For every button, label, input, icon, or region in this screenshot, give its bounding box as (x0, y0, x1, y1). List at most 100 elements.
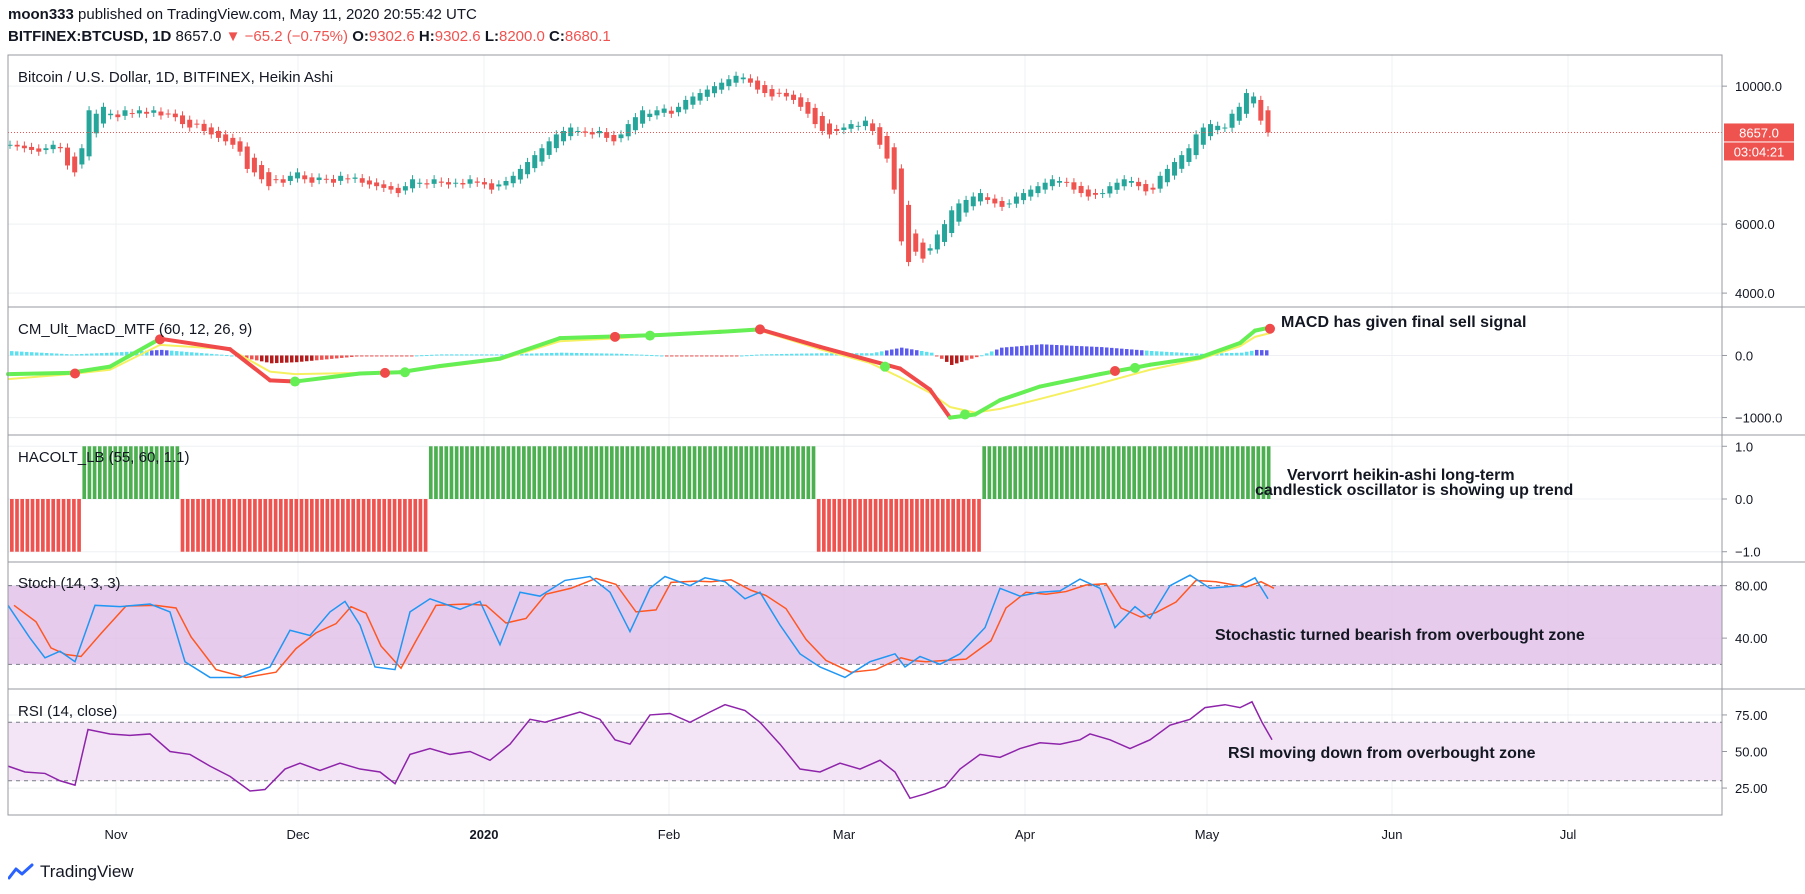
y-tick-label: 25.00 (1735, 781, 1768, 796)
macd-line-segment (718, 327, 762, 334)
candle-body (618, 134, 624, 139)
macd-histogram-bar (530, 353, 534, 356)
candle-body (395, 187, 401, 194)
hacolt-bar (1075, 446, 1080, 499)
candle-body (625, 124, 631, 137)
hacolt-bar (268, 499, 273, 552)
macd-cross-dot (960, 409, 970, 420)
macd-histogram-bar (405, 355, 409, 357)
macd-pane-title: CM_Ult_MacD_MTF (60, 12, 26, 9) (18, 321, 252, 338)
hacolt-bar (516, 446, 521, 499)
hacolt-bar (25, 499, 30, 552)
hacolt-bar (1013, 446, 1018, 499)
macd-histogram-bar (450, 354, 454, 356)
macd-histogram-bar (985, 353, 989, 356)
macd-histogram-bar (360, 355, 364, 357)
hacolt-bar (884, 499, 888, 552)
macd-histogram-bar (605, 353, 609, 356)
candle-body (460, 183, 466, 185)
hacolt-bar (30, 499, 35, 552)
rsi-line (7, 700, 1273, 800)
macd-histogram-bar (1025, 345, 1029, 356)
author-name[interactable]: moon333 (8, 6, 74, 23)
candle-body (244, 146, 250, 169)
macd-histogram-bar (10, 351, 14, 356)
macd-histogram-bar (70, 354, 74, 356)
hacolt-bar (247, 499, 252, 552)
price-pane[interactable] (7, 71, 1723, 267)
hacolt-bar (1204, 446, 1209, 499)
macd-cross-dot (1110, 366, 1120, 376)
hacolt-bar (589, 446, 593, 499)
hacolt-bar (232, 499, 237, 552)
macd-histogram-bar (215, 354, 219, 356)
hacolt-bar (294, 499, 299, 552)
macd-histogram-bar (190, 352, 194, 356)
rsi-band (8, 722, 1722, 781)
hacolt-bar (822, 499, 826, 552)
hacolt-bar (1246, 446, 1250, 499)
macd-histogram-bar (1175, 352, 1179, 356)
candle-body (467, 179, 473, 184)
macd-histogram-bar (595, 353, 599, 356)
macd-histogram-bar (640, 354, 644, 356)
candle-body (805, 102, 811, 114)
candle-body (719, 82, 725, 90)
hacolt-bar (263, 499, 268, 552)
hacolt-bar (553, 446, 557, 499)
hacolt-bar (925, 499, 930, 552)
rsi-pane[interactable] (7, 700, 1722, 800)
macd-histogram-bar (185, 351, 189, 356)
stoch-pane[interactable] (7, 574, 1722, 679)
macd-histogram-bar (395, 355, 399, 357)
hacolt-bar (346, 499, 350, 552)
macd-histogram-bar (890, 349, 894, 356)
hacolt-bar (749, 446, 754, 499)
hacolt-bar (423, 499, 428, 552)
low-value: 8200.0 (498, 28, 545, 45)
macd-pane[interactable] (6, 323, 1275, 420)
macd-histogram-bar (290, 355, 294, 363)
hacolt-bar (511, 446, 516, 499)
macd-histogram-bar (1225, 353, 1229, 356)
high-label: H: (418, 28, 435, 45)
candle-body (877, 127, 883, 145)
hacolt-bar (1132, 446, 1137, 499)
macd-histogram-bar (320, 355, 324, 360)
hacolt-bar (1008, 446, 1012, 499)
macd-histogram-bar (635, 354, 639, 356)
macd-histogram-bar (60, 353, 64, 356)
macd-histogram-bar (1235, 352, 1239, 356)
hacolt-bar (1059, 446, 1064, 499)
macd-histogram-bar (225, 355, 229, 357)
candle-body (36, 148, 42, 152)
hacolt-bar (1153, 446, 1157, 499)
candle-body (1265, 110, 1271, 133)
macd-histogram-bar (45, 353, 49, 356)
hacolt-bar (915, 499, 919, 552)
hacolt-bar (847, 499, 852, 552)
macd-histogram-bar (155, 350, 159, 356)
hacolt-bar (858, 499, 862, 552)
candle-body (791, 94, 797, 100)
macd-cross-dot (1265, 323, 1275, 334)
hacolt-bar (366, 499, 371, 552)
hacolt-pane[interactable] (10, 446, 1271, 552)
down-arrow-icon: ▼ (225, 28, 241, 45)
hacolt-bar (103, 446, 107, 499)
hacolt-bar (759, 446, 764, 499)
macd-histogram-bar (1125, 349, 1129, 356)
hacolt-bar (723, 446, 728, 499)
candle-body (1021, 193, 1027, 201)
candle-body (1243, 93, 1249, 114)
candle-body (108, 113, 114, 116)
hacolt-bar (899, 499, 904, 552)
candle-body (359, 178, 365, 183)
macd-histogram-bar (1005, 347, 1009, 356)
candle-body (86, 110, 92, 157)
candle-body (1215, 125, 1221, 131)
footer-brand[interactable]: TradingView (8, 862, 134, 882)
countdown-tag-text: 03:04:21 (1734, 144, 1785, 159)
hacolt-bar (201, 499, 206, 552)
